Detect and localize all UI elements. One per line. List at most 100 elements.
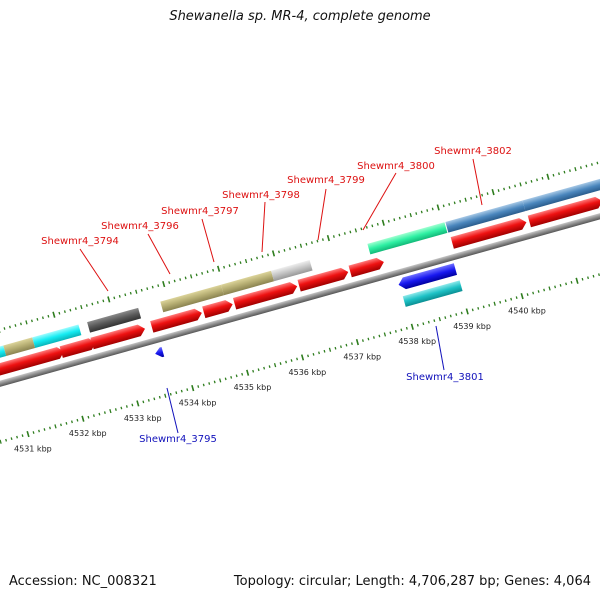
tick-mark <box>164 393 167 398</box>
tick-mark <box>470 196 473 200</box>
tick-mark <box>25 320 28 325</box>
gene-label-shewmr4-3799[interactable]: Shewmr4_3799 <box>287 175 365 186</box>
category-block <box>220 270 275 296</box>
tick-mark <box>147 398 150 402</box>
gene-label-shewmr4-3801[interactable]: Shewmr4_3801 <box>406 372 484 383</box>
tick-mark <box>201 271 204 275</box>
tick-mark <box>212 268 215 272</box>
tick-mark <box>568 169 571 173</box>
tick-mark <box>570 280 573 284</box>
category-block <box>402 280 463 307</box>
tick-mark <box>465 308 469 315</box>
tick-mark <box>296 357 299 361</box>
category-block <box>87 307 142 333</box>
tick-mark <box>10 437 13 441</box>
label-line <box>201 218 215 263</box>
tick-mark <box>230 375 233 379</box>
tick-mark <box>271 250 276 257</box>
category-block <box>160 284 224 313</box>
tick-mark <box>563 170 566 174</box>
tick-mark <box>9 325 11 329</box>
tick-mark <box>355 339 360 346</box>
tick-mark <box>546 173 550 180</box>
tick-mark <box>168 281 171 284</box>
tick-mark <box>581 277 584 281</box>
gene-label-shewmr4-3794[interactable]: Shewmr4_3794 <box>41 236 119 247</box>
cds-shewmr4-3796 <box>150 308 202 333</box>
tick-mark <box>38 429 40 433</box>
tick-mark <box>142 400 145 404</box>
tick-mark <box>438 317 441 322</box>
label-line <box>261 201 266 253</box>
tick-mark <box>497 189 500 192</box>
tick-mark <box>383 332 387 337</box>
gene-label-shewmr4-3795[interactable]: Shewmr4_3795 <box>139 434 217 445</box>
tick-mark <box>510 297 513 301</box>
tick-mark <box>250 258 253 261</box>
label-line <box>79 248 109 292</box>
tick-mark <box>180 389 183 393</box>
tick-mark <box>189 274 193 279</box>
tick-mark <box>393 218 396 222</box>
gene-label-shewmr4-3798[interactable]: Shewmr4_3798 <box>222 190 300 201</box>
tick-mark <box>326 234 330 242</box>
gene-label-shewmr4-3796[interactable]: Shewmr4_3796 <box>101 221 179 232</box>
tick-mark <box>241 372 244 376</box>
tick-mark <box>552 173 555 177</box>
tick-mark <box>81 415 85 422</box>
tick-mark <box>405 326 408 330</box>
tick-mark <box>409 212 412 218</box>
tick-mark <box>343 232 346 235</box>
tick-mark <box>14 324 17 327</box>
genome-summary-text: Topology: circular; Length: 4,706,287 bp… <box>233 574 591 589</box>
tick-mark <box>520 293 524 300</box>
tick-mark <box>157 284 160 287</box>
gene-label-shewmr4-3797[interactable]: Shewmr4_3797 <box>161 206 239 217</box>
tick-mark <box>592 274 595 278</box>
tick-mark <box>63 310 66 314</box>
tick-label: 4534 kbp <box>179 398 217 407</box>
tick-mark <box>433 319 436 323</box>
tick-mark <box>404 215 407 219</box>
tick-label: 4532 kbp <box>69 429 107 438</box>
tick-mark <box>488 303 491 307</box>
tick-mark <box>235 374 238 378</box>
tick-mark <box>279 362 282 365</box>
tick-mark <box>158 395 161 399</box>
tick-mark <box>332 235 335 238</box>
category-block <box>3 337 36 357</box>
gene-label-shewmr4-3800[interactable]: Shewmr4_3800 <box>357 161 435 172</box>
tick-mark <box>21 434 24 437</box>
tick-mark <box>239 261 242 264</box>
tick-mark <box>587 276 589 280</box>
label-line <box>147 233 171 275</box>
tick-mark <box>575 277 579 284</box>
tick-mark <box>340 345 342 349</box>
gene-labels: Shewmr4_3794 Shewmr4_3796 Shewmr4_3797 S… <box>41 146 512 445</box>
tick-mark <box>52 311 56 318</box>
tick-mark <box>436 204 440 211</box>
tick-mark <box>536 178 538 182</box>
tick-mark <box>135 289 138 294</box>
tick-mark <box>151 285 154 289</box>
tick-mark <box>36 317 39 321</box>
category-block <box>32 324 82 348</box>
tick-mark <box>598 273 600 277</box>
gene-label-shewmr4-3802[interactable]: Shewmr4_3802 <box>434 146 512 157</box>
tick-mark <box>294 245 297 249</box>
tick-mark <box>398 216 401 220</box>
tick-mark <box>153 397 156 401</box>
tick-mark <box>442 204 445 208</box>
tick-mark <box>96 301 99 304</box>
tick-mark <box>3 327 6 330</box>
tick-mark <box>278 250 280 254</box>
category-block <box>445 200 526 233</box>
tick-mark <box>459 199 462 203</box>
tick-mark <box>41 316 44 320</box>
tick-mark <box>129 291 132 295</box>
tick-mark <box>252 369 255 373</box>
tick-mark <box>136 400 140 407</box>
tick-mark <box>118 294 121 298</box>
tick-mark <box>223 265 226 269</box>
tick-label: 4531 kbp <box>14 444 52 453</box>
